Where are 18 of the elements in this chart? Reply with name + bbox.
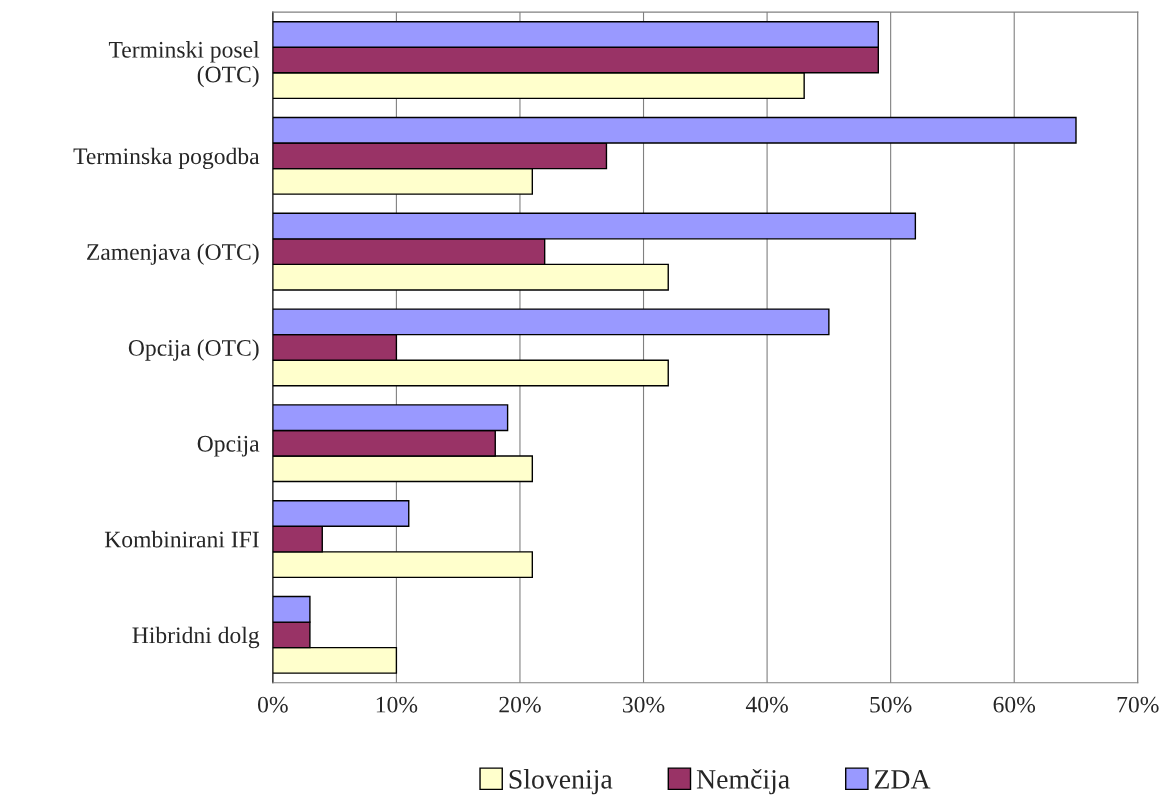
y-tick-label: Kombinirani IFI (104, 530, 259, 548)
x-tick-label: 70% (1117, 696, 1159, 713)
y-tick-label: Terminska pogodba (73, 147, 260, 170)
y-tick-label: Zamenjava (OTC) (87, 243, 259, 265)
y-tick-label: Terminski posel (OTC) (108, 41, 260, 88)
x-tick-label: 0% (258, 696, 288, 713)
x-tick-label: 40% (745, 696, 788, 713)
x-tick-label: 60% (993, 696, 1036, 713)
y-tick-label: Hibridni dolg (132, 626, 260, 649)
x-tick-label: 50% (870, 696, 912, 713)
legend-label: Nemčija (696, 769, 790, 795)
y-tick-label: Opcija (197, 435, 260, 457)
x-tick-label: 30% (623, 696, 665, 713)
y-tick-label: Opcija (OTC) (128, 339, 259, 361)
x-tick-label: 20% (499, 696, 541, 713)
legend-label: ZDA (874, 770, 931, 789)
legend-label: Slovenija (509, 769, 613, 795)
x-tick-label: 10% (376, 696, 418, 713)
